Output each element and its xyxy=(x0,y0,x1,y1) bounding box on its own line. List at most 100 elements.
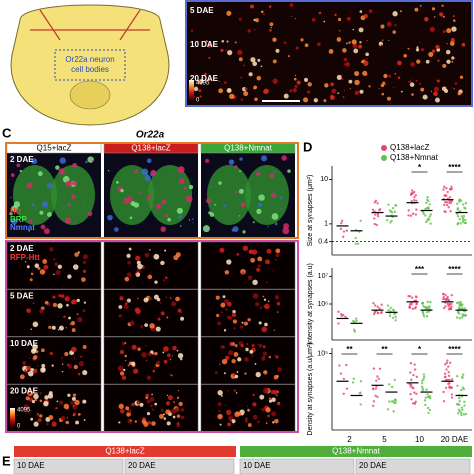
puncta xyxy=(53,273,55,276)
row-label: 20 DAE xyxy=(190,74,219,83)
jitter-dot xyxy=(445,203,449,207)
jitter-dot xyxy=(426,406,430,410)
puncta xyxy=(380,44,383,47)
y-tick-label: 10⁷ xyxy=(318,273,329,280)
jitter-dot xyxy=(449,307,452,310)
jitter-dot xyxy=(450,293,454,297)
puncta xyxy=(35,207,37,210)
puncta xyxy=(135,255,141,261)
puncta xyxy=(33,393,39,400)
puncta xyxy=(232,309,236,314)
puncta xyxy=(32,302,35,304)
puncta xyxy=(270,192,277,199)
puncta xyxy=(431,49,436,53)
puncta xyxy=(51,364,54,367)
puncta xyxy=(188,219,191,221)
puncta xyxy=(378,88,380,90)
puncta xyxy=(59,157,66,164)
puncta xyxy=(336,37,342,42)
jitter-dot xyxy=(345,363,348,367)
puncta xyxy=(250,4,255,9)
puncta xyxy=(257,343,259,346)
puncta xyxy=(177,390,180,392)
jitter-dot xyxy=(464,207,467,210)
jitter-dot xyxy=(459,222,462,225)
puncta xyxy=(72,393,77,397)
puncta xyxy=(449,41,455,46)
puncta xyxy=(142,192,144,194)
puncta xyxy=(58,325,64,331)
jitter-dot xyxy=(376,395,379,399)
puncta xyxy=(247,318,251,322)
jitter-dot xyxy=(457,403,461,407)
jitter-dot xyxy=(426,300,430,304)
puncta xyxy=(275,393,279,397)
puncta xyxy=(64,217,72,224)
puncta xyxy=(262,351,267,356)
puncta xyxy=(219,363,221,365)
puncta xyxy=(275,248,281,254)
y-tick-label: 0.4 xyxy=(318,238,328,245)
puncta xyxy=(221,248,224,251)
puncta xyxy=(247,423,252,427)
puncta xyxy=(58,168,65,175)
puncta xyxy=(166,394,169,396)
puncta xyxy=(420,87,425,92)
puncta xyxy=(218,88,224,94)
panel-label: D xyxy=(303,139,312,154)
puncta xyxy=(146,375,152,381)
puncta xyxy=(29,219,33,224)
puncta xyxy=(131,348,133,351)
puncta xyxy=(226,10,232,16)
jitter-dot xyxy=(386,218,389,222)
puncta xyxy=(272,37,277,42)
jitter-dot xyxy=(445,361,449,365)
jitter-dot xyxy=(340,314,344,318)
puncta xyxy=(61,205,63,207)
puncta xyxy=(240,344,244,348)
puncta xyxy=(343,89,346,91)
puncta xyxy=(82,269,87,273)
puncta xyxy=(61,356,64,359)
puncta xyxy=(115,180,119,184)
jitter-dot xyxy=(410,398,413,401)
jitter-dot xyxy=(376,212,380,216)
jitter-dot xyxy=(378,307,381,310)
row-label: 5 DAE xyxy=(10,292,34,301)
puncta xyxy=(217,321,221,326)
jitter-dot xyxy=(427,218,431,221)
puncta xyxy=(361,60,364,64)
panel-label: C xyxy=(2,125,12,140)
puncta xyxy=(274,222,278,226)
puncta xyxy=(30,348,37,354)
jitter-dot xyxy=(458,316,462,320)
puncta xyxy=(30,409,32,412)
puncta xyxy=(238,215,240,217)
puncta xyxy=(221,39,225,43)
jitter-dot xyxy=(410,189,414,192)
neuropil xyxy=(13,165,57,225)
puncta xyxy=(34,398,38,402)
puncta xyxy=(81,277,86,282)
puncta xyxy=(262,345,266,349)
puncta xyxy=(251,344,255,347)
puncta xyxy=(225,308,228,311)
puncta xyxy=(166,296,168,298)
puncta xyxy=(139,402,144,407)
puncta xyxy=(60,415,66,421)
puncta xyxy=(248,250,253,254)
jitter-dot xyxy=(373,304,377,307)
jitter-dot xyxy=(442,306,446,310)
puncta xyxy=(207,43,213,48)
jitter-dot xyxy=(450,396,454,399)
puncta xyxy=(358,44,363,49)
puncta xyxy=(324,83,329,88)
puncta xyxy=(161,199,167,205)
puncta xyxy=(121,375,127,380)
puncta xyxy=(223,372,226,375)
jitter-dot xyxy=(344,315,347,319)
puncta xyxy=(48,391,53,396)
puncta xyxy=(323,99,327,103)
puncta xyxy=(261,155,268,162)
